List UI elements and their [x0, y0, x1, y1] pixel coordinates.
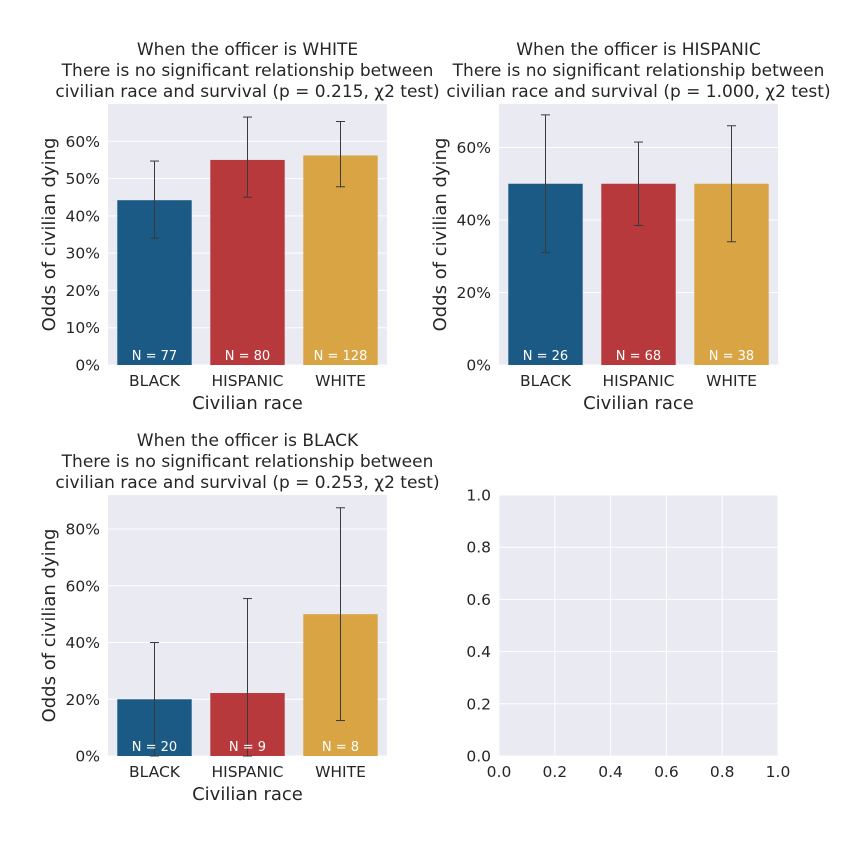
x-tick-label: BLACK: [520, 372, 572, 390]
chart-title-line: When the officer is WHITE: [137, 40, 358, 60]
chart-title-line: There is no significant relationship bet…: [452, 61, 825, 81]
y-tick-label: 0.4: [466, 643, 491, 661]
x-tick-label: 0.0: [487, 763, 512, 781]
y-tick-label: 40%: [66, 207, 100, 225]
chart-panel-3: 0% 20% 40% 60% 80% N = 20 BLACK N = 9 HISPANIC N …: [39, 431, 440, 805]
chart-title-line: civilian race and survival (p = 0.253, χ…: [55, 473, 439, 493]
y-tick-label: 20%: [457, 284, 491, 302]
x-tick-label: 0.2: [542, 763, 567, 781]
chart-title: When the officer is WHITE There is no sig…: [55, 40, 439, 102]
chart-panel-4: 0.0 0.2 0.4 0.6 0.8 1.0 0.0 0.2 0.4 0.6 0.8 1.0: [466, 487, 790, 782]
count-label: N = 26: [523, 349, 568, 364]
chart-title-line: When the officer is BLACK: [137, 431, 359, 451]
y-tick-label: 0.8: [466, 539, 491, 557]
y-tick-label: 40%: [66, 634, 100, 652]
y-tick-label: 50%: [66, 170, 100, 188]
chart-title-line: There is no significant relationship bet…: [61, 452, 434, 472]
y-tick-label: 30%: [66, 245, 100, 263]
y-tick-label: 40%: [457, 212, 491, 230]
count-label: N = 38: [709, 349, 754, 364]
y-tick-label: 0.2: [466, 695, 491, 713]
count-label: N = 68: [616, 349, 661, 364]
chart-title: When the officer is BLACK There is no sig…: [55, 431, 439, 493]
chart-title-line: When the officer is HISPANIC: [516, 40, 761, 60]
chart-title-line: civilian race and survival (p = 0.215, χ…: [55, 82, 439, 102]
y-axis-label: Odds of civilian dying: [430, 138, 451, 332]
y-tick-label: 0%: [75, 748, 100, 766]
y-tick-label: 0%: [466, 357, 491, 375]
x-tick-label: BLACK: [129, 372, 181, 390]
chart-title-line: There is no significant relationship bet…: [61, 61, 434, 81]
x-tick-label: HISPANIC: [211, 372, 283, 390]
chart-panel-1: 0% 10% 20% 30% 40% 50% 60% N = 77 BLACK N = 80 HIS…: [39, 40, 440, 414]
x-axis-label: Civilian race: [192, 393, 303, 414]
bar-white: [303, 155, 378, 365]
y-tick-label: 0.6: [466, 591, 491, 609]
y-axis-label: Odds of civilian dying: [39, 529, 60, 723]
y-tick-label: 60%: [66, 133, 100, 151]
count-label: N = 80: [225, 349, 270, 364]
x-tick-label: BLACK: [129, 763, 181, 781]
chart-title: When the officer is HISPANIC There is no …: [446, 40, 830, 102]
count-label: N = 128: [314, 349, 368, 364]
y-tick-label: 20%: [66, 282, 100, 300]
plot-area: [499, 495, 778, 756]
count-label: N = 20: [132, 740, 177, 755]
x-tick-label: WHITE: [315, 372, 366, 390]
count-label: N = 77: [132, 349, 177, 364]
count-label: N = 8: [322, 740, 359, 755]
y-tick-label: 0.0: [466, 748, 491, 766]
x-tick-label: WHITE: [706, 372, 757, 390]
chart-panel-2: 0% 20% 40% 60% N = 26 BLACK N = 68 HISPANIC N = …: [430, 40, 831, 414]
y-tick-label: 0%: [75, 357, 100, 375]
count-label: N = 9: [229, 740, 266, 755]
x-axis-label: Civilian race: [192, 784, 303, 805]
y-tick-label: 1.0: [466, 487, 491, 505]
x-tick-label: 0.6: [654, 763, 679, 781]
x-axis-label: Civilian race: [583, 393, 694, 414]
y-tick-label: 60%: [66, 577, 100, 595]
x-tick-label: WHITE: [315, 763, 366, 781]
y-tick-label: 80%: [66, 521, 100, 539]
x-tick-label: HISPANIC: [211, 763, 283, 781]
x-tick-label: HISPANIC: [602, 372, 674, 390]
y-tick-label: 60%: [457, 139, 491, 157]
y-axis-label: Odds of civilian dying: [39, 138, 60, 332]
x-tick-label: 0.8: [710, 763, 735, 781]
x-tick-label: 0.4: [598, 763, 623, 781]
y-tick-label: 10%: [66, 319, 100, 337]
x-tick-label: 1.0: [766, 763, 791, 781]
y-tick-label: 20%: [66, 691, 100, 709]
chart-title-line: civilian race and survival (p = 1.000, χ…: [446, 82, 830, 102]
